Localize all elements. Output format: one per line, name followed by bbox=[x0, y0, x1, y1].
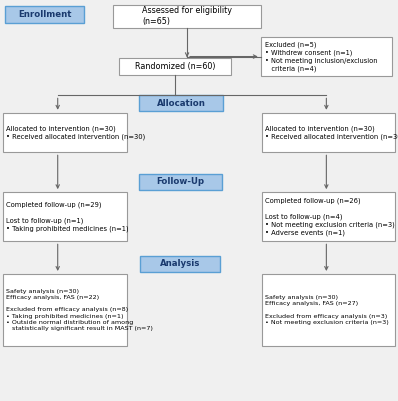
FancyBboxPatch shape bbox=[113, 5, 261, 28]
FancyBboxPatch shape bbox=[262, 113, 395, 152]
FancyBboxPatch shape bbox=[140, 256, 220, 272]
FancyBboxPatch shape bbox=[262, 274, 395, 346]
FancyBboxPatch shape bbox=[3, 192, 127, 241]
FancyBboxPatch shape bbox=[5, 6, 84, 23]
Text: Follow-Up: Follow-Up bbox=[156, 177, 204, 186]
FancyBboxPatch shape bbox=[262, 192, 395, 241]
Text: Analysis: Analysis bbox=[160, 259, 200, 268]
Text: Randomized (n=60): Randomized (n=60) bbox=[135, 62, 215, 71]
FancyBboxPatch shape bbox=[261, 37, 392, 76]
Text: Enrollment: Enrollment bbox=[18, 10, 71, 19]
FancyBboxPatch shape bbox=[119, 58, 231, 75]
Text: Safety analysis (n=30)
Efficacy analysis, FAS (n=27)

Excluded from efficacy ana: Safety analysis (n=30) Efficacy analysis… bbox=[265, 295, 389, 325]
Text: Completed follow-up (n=29)

Lost to follow-up (n=1)
• Taking prohibited medicine: Completed follow-up (n=29) Lost to follo… bbox=[6, 202, 129, 232]
Text: Assessed for eligibility
(n=65): Assessed for eligibility (n=65) bbox=[142, 6, 232, 26]
Text: Excluded (n=5)
• Withdrew consent (n=1)
• Not meeting inclusion/exclusion
   cri: Excluded (n=5) • Withdrew consent (n=1) … bbox=[265, 42, 378, 71]
Text: Allocated to intervention (n=30)
• Received allocated intervention (n=30): Allocated to intervention (n=30) • Recei… bbox=[265, 126, 398, 140]
FancyBboxPatch shape bbox=[3, 113, 127, 152]
FancyBboxPatch shape bbox=[3, 274, 127, 346]
FancyBboxPatch shape bbox=[139, 95, 223, 111]
Text: Safety analysis (n=30)
Efficacy analysis, FAS (n=22)

Excluded from efficacy ana: Safety analysis (n=30) Efficacy analysis… bbox=[6, 289, 153, 331]
Text: Completed follow-up (n=26)

Lost to follow-up (n=4)
• Not meeting exclusion crit: Completed follow-up (n=26) Lost to follo… bbox=[265, 198, 395, 236]
Text: Allocation: Allocation bbox=[157, 99, 205, 108]
FancyBboxPatch shape bbox=[139, 174, 222, 190]
Text: Allocated to intervention (n=30)
• Received allocated intervention (n=30): Allocated to intervention (n=30) • Recei… bbox=[6, 126, 146, 140]
